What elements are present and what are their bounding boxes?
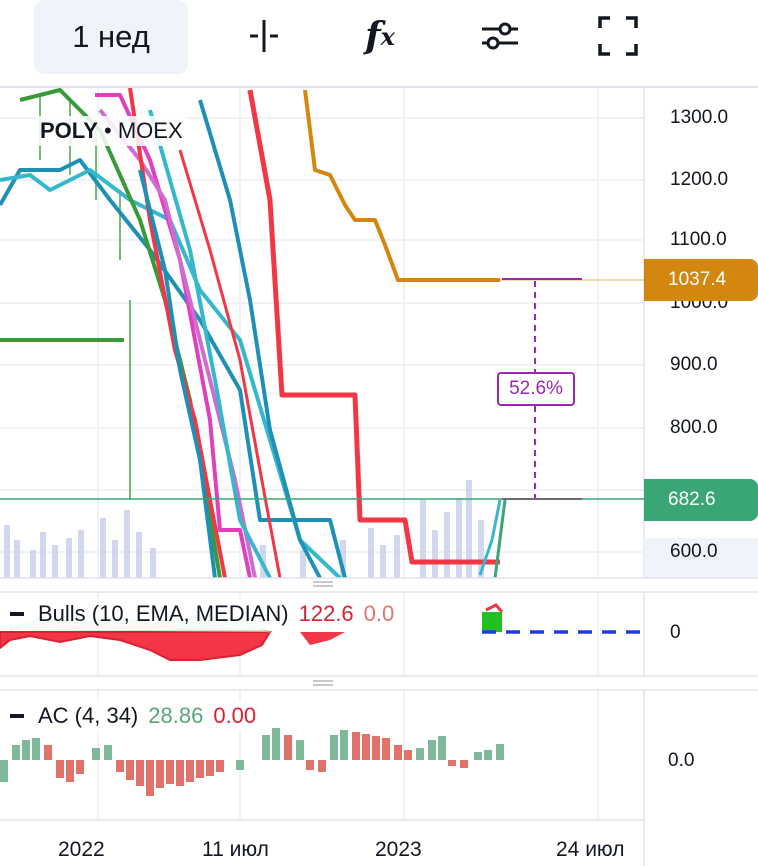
measure-percent-label[interactable]: 52.6% (497, 372, 575, 406)
symbol-legend[interactable]: POLY • MOEX (36, 116, 187, 146)
ac-value-2: 0.00 (213, 703, 257, 728)
price-tick: 800.0 (670, 417, 718, 438)
ac-axis-zero: 0.0 (668, 750, 695, 771)
price-tick: 600.0 (670, 541, 718, 562)
bulls-value: 122.6 (298, 601, 354, 626)
bulls-axis-zero: 0 (670, 622, 681, 643)
price-tick: 1300.0 (670, 107, 729, 128)
bulls-name: Bulls (10, EMA, MEDIAN) (38, 601, 289, 626)
timeframe-button[interactable]: 1 нед (34, 0, 188, 74)
price-tick: 1100.0 (670, 229, 727, 250)
price-label-reference: 1037.4 (644, 259, 758, 301)
candles (39, 95, 131, 500)
symbol-ticker: POLY (40, 118, 98, 143)
crosshair-icon[interactable] (234, 6, 294, 66)
pane-resize-handle-2[interactable] (313, 680, 333, 686)
ac-name: AC (4, 34) (38, 703, 139, 728)
pane-resize-handle-1[interactable] (313, 581, 333, 587)
time-tick: 24 июл (556, 838, 625, 861)
fx-sub: x (380, 21, 395, 51)
bulls-legend[interactable]: Bulls (10, EMA, MEDIAN) 122.6 0.0 (0, 598, 401, 630)
settings-sliders-icon[interactable] (470, 6, 530, 66)
fullscreen-icon[interactable] (588, 6, 648, 66)
chart-canvas[interactable] (0, 88, 758, 866)
indicator-lines (0, 88, 507, 580)
volume-bars (4, 480, 484, 578)
bulls-value-2: 0.0 (363, 601, 395, 626)
ac-histogram (0, 728, 504, 796)
ac-value: 28.86 (148, 703, 204, 728)
symbol-separator: • (104, 118, 112, 143)
ac-legend[interactable]: AC (4, 34) 28.86 0.00 (0, 700, 263, 732)
toolbar-divider (0, 86, 758, 88)
time-tick: 11 июл (202, 838, 269, 861)
price-tick: 900.0 (670, 354, 718, 375)
time-tick: 2022 (58, 838, 105, 861)
price-tick: 1200.0 (670, 169, 729, 190)
symbol-exchange: MOEX (117, 118, 183, 143)
fx-letter: f (365, 15, 381, 57)
measure-tool[interactable] (502, 278, 582, 500)
time-tick: 2023 (375, 838, 422, 861)
collapse-dash-icon[interactable] (10, 612, 24, 616)
price-label-current: 682.6 (644, 479, 758, 521)
collapse-dash-icon[interactable] (10, 714, 24, 718)
